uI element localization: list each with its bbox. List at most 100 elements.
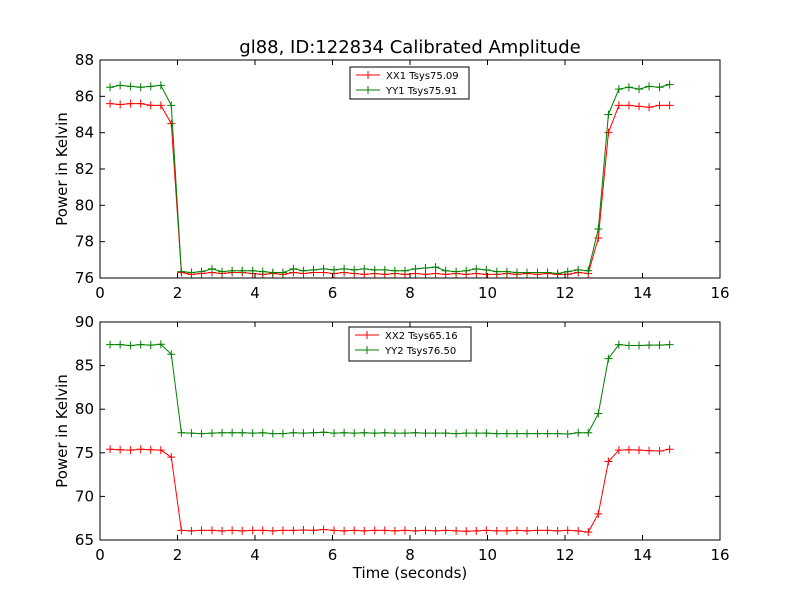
data-point [197, 429, 206, 438]
data-point [665, 80, 674, 89]
data-point [543, 429, 552, 438]
data-point [248, 429, 257, 438]
data-point [533, 526, 542, 535]
data-point [177, 267, 186, 276]
series-2 [106, 80, 674, 278]
data-point [238, 428, 247, 437]
data-point [523, 429, 532, 438]
data-point [462, 527, 471, 536]
y-tick-label: 76 [75, 269, 94, 287]
data-point [645, 103, 654, 112]
x-tick-label: 10 [478, 546, 497, 564]
data-point [319, 428, 328, 437]
data-point [350, 526, 359, 535]
x-tick-label: 2 [173, 546, 183, 564]
data-point [624, 341, 633, 350]
x-tick-label: 6 [328, 546, 338, 564]
y-tick-label: 90 [75, 313, 94, 331]
data-point [207, 526, 216, 535]
legend-marker [363, 346, 371, 354]
data-point [482, 526, 491, 535]
x-tick-label: 8 [405, 546, 415, 564]
data-point [156, 340, 165, 349]
data-point [574, 526, 583, 535]
data-point [584, 528, 593, 537]
data-point [624, 445, 633, 454]
x-tick-label: 8 [405, 284, 415, 302]
data-point [360, 428, 369, 437]
data-point [512, 268, 521, 277]
data-point [289, 428, 298, 437]
data-point [614, 340, 623, 349]
data-point [218, 428, 227, 437]
y-tick-label: 65 [75, 531, 94, 549]
data-point [614, 101, 623, 110]
data-point [116, 340, 125, 349]
data-point [156, 446, 165, 455]
data-point [431, 263, 440, 272]
data-point [452, 429, 461, 438]
data-point [604, 110, 613, 119]
legend-marker [364, 86, 372, 94]
data-point [635, 446, 644, 455]
y-tick-label: 75 [75, 444, 94, 462]
data-point [126, 99, 135, 108]
data-point [553, 269, 562, 278]
data-point [146, 445, 155, 454]
x-axis-label: Time (seconds) [352, 564, 468, 582]
data-point [360, 526, 369, 535]
data-point [370, 526, 379, 535]
data-point [604, 354, 613, 363]
data-point [390, 429, 399, 438]
data-point [624, 101, 633, 110]
data-point [278, 429, 287, 438]
x-tick-label: 2 [173, 284, 183, 302]
data-point [167, 350, 176, 359]
x-tick-label: 0 [95, 546, 105, 564]
x-tick-label: 16 [710, 284, 729, 302]
data-point [187, 429, 196, 438]
x-tick-label: 4 [250, 284, 260, 302]
legend-marker [364, 71, 372, 79]
data-point [655, 447, 664, 456]
data-point [238, 526, 247, 535]
data-point [635, 341, 644, 350]
y-tick-label: 85 [75, 357, 94, 375]
subplot-2: 0 2 4 6 8 10 12 14 16 65 70 75 80 85 90 Power in Kelvin… [53, 313, 730, 582]
data-point [411, 526, 420, 535]
data-point [665, 445, 674, 454]
data-point [167, 101, 176, 110]
data-point [574, 265, 583, 274]
data-point [462, 429, 471, 438]
data-point [421, 429, 430, 438]
data-point [574, 428, 583, 437]
x-tick-label: 10 [478, 284, 497, 302]
series-1 [106, 445, 674, 537]
data-point [146, 341, 155, 350]
y-tick-label: 80 [75, 196, 94, 214]
data-point [523, 268, 532, 277]
data-point [472, 526, 481, 535]
data-point [218, 526, 227, 535]
x-tick-label: 0 [95, 284, 105, 302]
data-point [431, 429, 440, 438]
x-tick-label: 16 [710, 546, 729, 564]
data-point [289, 526, 298, 535]
data-point [614, 85, 623, 94]
data-point [340, 428, 349, 437]
data-point [126, 446, 135, 455]
data-point [116, 100, 125, 109]
data-point [655, 101, 664, 110]
data-point [492, 526, 501, 535]
data-point [533, 429, 542, 438]
data-point [594, 509, 603, 518]
data-point [645, 446, 654, 455]
data-point [390, 266, 399, 275]
data-point [563, 430, 572, 439]
x-tick-label: 12 [555, 546, 574, 564]
data-point [655, 83, 664, 92]
data-point [645, 82, 654, 91]
y-tick-label: 70 [75, 487, 94, 505]
data-point [563, 267, 572, 276]
